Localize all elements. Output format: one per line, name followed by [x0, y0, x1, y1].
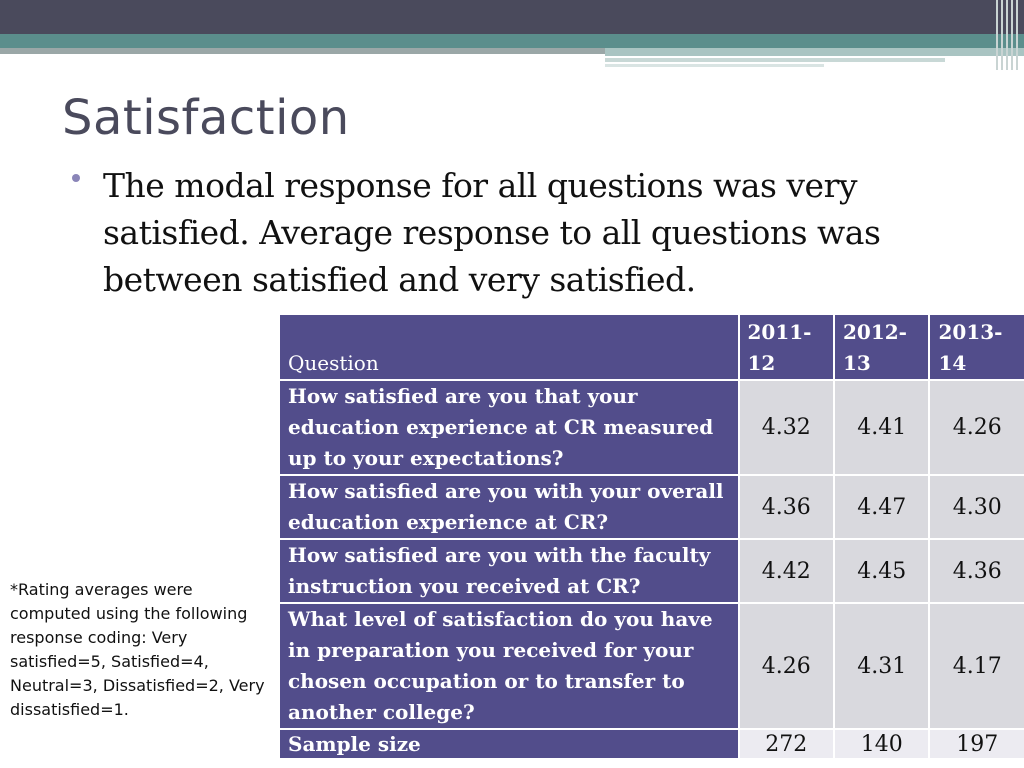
question-cell: How satisfied are you with your overall …: [280, 475, 739, 540]
value-cell: 4.32: [737, 380, 834, 476]
top-bar-accent-3: [605, 64, 824, 67]
value-cell: 4.47: [832, 475, 930, 540]
value-cell: 4.36: [928, 539, 1024, 604]
table-row: How satisfied are you with the faculty i…: [280, 539, 1024, 604]
question-cell: How satisfied are you that your educatio…: [280, 380, 739, 476]
sample-size-value: 140: [832, 729, 930, 758]
value-cell: 4.36: [737, 475, 834, 540]
top-bar-accent-2: [605, 58, 945, 62]
question-cell: What level of satisfaction do you have i…: [280, 603, 739, 730]
sample-size-label: Sample size: [280, 729, 739, 758]
table-row: What level of satisfaction do you have i…: [280, 603, 1024, 730]
sample-size-row: Sample size 272 140 197: [280, 729, 1024, 758]
value-cell: 4.31: [832, 603, 930, 730]
top-bar-teal: [0, 34, 1024, 48]
value-cell: 4.42: [737, 539, 834, 604]
table-row: How satisfied are you that your educatio…: [280, 380, 1024, 476]
header-question: Question: [280, 315, 739, 381]
slide-title: Satisfaction: [62, 90, 350, 146]
top-bar-dark: [0, 0, 1024, 34]
question-cell: How satisfied are you with the faculty i…: [280, 539, 739, 604]
sample-size-value: 197: [928, 729, 1024, 758]
satisfaction-table: Question 2011-12 2012-13 2013-14 How sat…: [280, 315, 1024, 758]
header-year: 2013-14: [928, 315, 1024, 381]
bullet-text: The modal response for all questions was…: [103, 166, 881, 299]
value-cell: 4.45: [832, 539, 930, 604]
table-header-row: Question 2011-12 2012-13 2013-14: [280, 315, 1024, 381]
edge-stripes: [994, 0, 1024, 70]
top-bar-gray: [0, 48, 605, 54]
value-cell: 4.30: [928, 475, 1024, 540]
value-cell: 4.41: [832, 380, 930, 476]
header-year: 2012-13: [832, 315, 930, 381]
header-year: 2011-12: [737, 315, 834, 381]
bullet-dot-icon: [72, 174, 80, 182]
table-row: How satisfied are you with your overall …: [280, 475, 1024, 540]
sample-size-value: 272: [737, 729, 834, 758]
value-cell: 4.17: [928, 603, 1024, 730]
rating-footnote: *Rating averages were computed using the…: [10, 580, 265, 719]
top-bar-accent-1: [605, 48, 1024, 56]
value-cell: 4.26: [737, 603, 834, 730]
value-cell: 4.26: [928, 380, 1024, 476]
